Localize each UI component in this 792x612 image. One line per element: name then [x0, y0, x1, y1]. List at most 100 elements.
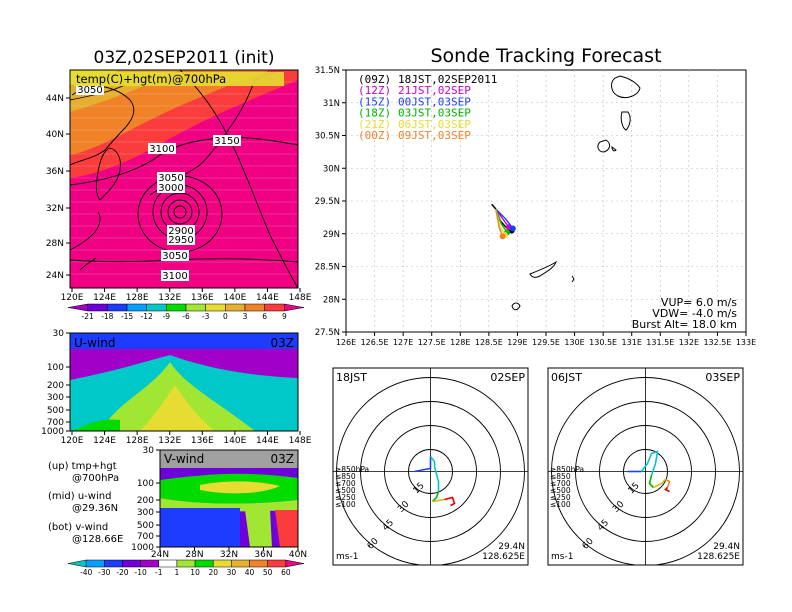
legend-hour: (15Z) — [358, 95, 391, 108]
note-1a: (up) tmp+hgt — [48, 461, 117, 472]
lon-tick-label: 126.5E — [361, 338, 389, 347]
hodo-legend-item: ≥850hPa — [550, 465, 584, 474]
hodo-legend-item: ≤100 — [550, 500, 571, 509]
lon-tick-label: 140E — [223, 436, 246, 446]
v-wind-time: 03Z — [271, 452, 295, 466]
hodo-time: 06JST — [551, 371, 582, 384]
p-tick-label: 500 — [47, 406, 64, 416]
colorbar-label: 3 — [243, 312, 248, 321]
colorbar-swatch — [267, 559, 287, 568]
lon-tick-label: 124E — [93, 436, 116, 446]
lat-tick-label: 24N — [46, 271, 64, 281]
lon-tick-label: 132E — [158, 293, 181, 303]
contour-label: 3100 — [162, 271, 187, 282]
colorbar-swatch — [146, 303, 167, 312]
hodo-legend-item: ≤250 — [550, 493, 571, 502]
colorbar-label: 40 — [245, 568, 255, 577]
lon-tick-label: 120E — [61, 293, 84, 303]
lon-tick-label: 129E — [507, 338, 527, 347]
colorbar-label: -10 — [134, 568, 146, 577]
lon-tick-label: 128E — [126, 436, 149, 446]
track-end-point — [499, 233, 506, 240]
hodo-lon: 128.625E — [482, 552, 525, 562]
colorbar-swatch — [107, 303, 128, 312]
hodo-date: 02SEP — [490, 371, 525, 384]
lat-tick-label: 24N — [151, 550, 169, 560]
panel-notes: (up) tmp+hgt @700hPa (mid) u-wind @29.36… — [48, 461, 123, 545]
param-burst: Burst Alt= 18.0 km — [632, 318, 737, 331]
hodo-legend-item: ≥850hPa — [335, 465, 369, 474]
lon-tick-label: 130.5E — [589, 338, 617, 347]
colorbar-swatch — [158, 559, 178, 568]
lon-tick-label: 127E — [393, 338, 413, 347]
colorbar-swatch — [194, 559, 214, 568]
wind-colorbar: -40 -30 -20 -10 -1 1 10 20 30 40 50 60 — [67, 559, 305, 577]
lat-tick-label: 28.5N — [315, 263, 340, 273]
param-vdw: VDW= -4.0 m/s — [652, 307, 737, 320]
colorbar-swatch — [244, 303, 265, 312]
p-tick-label: 30 — [53, 329, 65, 339]
legend-time: 00JST,03SEP — [398, 95, 471, 108]
hodo-legend-item: ≤500 — [335, 486, 356, 495]
colorbar-swatch — [249, 559, 268, 568]
lat-tick-label: 29N — [323, 230, 340, 240]
lat-tick-label: 44N — [46, 94, 64, 104]
legend-hour: (18Z) — [358, 107, 391, 120]
hodo-unit: ms-1 — [551, 552, 573, 562]
hodo-trace — [432, 498, 445, 503]
temp-colorbar: -21 -18 -15 -12 -9 -6 -3 0 3 6 9 — [67, 303, 305, 321]
hodo-legend-item: ≤700 — [550, 479, 571, 488]
lat-tick-label: 30.5N — [315, 132, 340, 142]
v-wind-lat-ticks: 24N 28N 32N 36N 40N — [151, 547, 307, 560]
contour-label: 3050 — [158, 173, 183, 184]
colorbar-swatch — [140, 559, 160, 568]
lon-tick-label: 132E — [679, 338, 699, 347]
colorbar-swatch — [285, 559, 305, 568]
lon-tick-label: 133E — [736, 338, 756, 347]
legend-time: 06JST,03SEP — [398, 118, 471, 131]
p-tick-label: 200 — [137, 496, 154, 506]
p-tick-label: 700 — [137, 532, 154, 542]
colorbar-label: 6 — [262, 312, 267, 321]
lat-tick-label: 28N — [323, 295, 340, 305]
hodo-trace — [431, 491, 440, 503]
legend-hour: (00Z) — [358, 129, 391, 142]
colorbar-swatch — [104, 559, 123, 568]
note-2b: @29.36N — [72, 503, 118, 514]
lon-tick-label: 131E — [622, 338, 642, 347]
colorbar-swatch — [122, 559, 141, 568]
p-tick-label: 100 — [137, 479, 154, 489]
p-tick-label: 300 — [47, 393, 64, 403]
lon-tick-label: 128E — [126, 293, 149, 303]
hodo-legend-item: ≤250 — [335, 493, 356, 502]
track-series — [491, 203, 516, 240]
legend-time: 09JST,03SEP — [398, 129, 471, 142]
lon-tick-label: 127.5E — [418, 338, 446, 347]
lat-tick-label: 32N — [46, 204, 64, 214]
lon-tick-label: 136E — [191, 436, 214, 446]
p-tick-label: 30 — [143, 446, 155, 456]
hodo-legend-item: ≤850 — [335, 472, 356, 481]
colorbar-label: -9 — [163, 312, 171, 321]
right-title: Sonde Tracking Forecast — [430, 45, 661, 67]
hodo-trace — [665, 478, 671, 488]
hodo-trace — [664, 486, 670, 493]
track-lat-ticks: 31.5N 31N 30.5N 30N 29.5N 29N 28.5N 28N 27.5N — [315, 66, 346, 338]
colorbar-swatch — [67, 303, 88, 312]
colorbar-label: 30 — [227, 568, 237, 577]
hodo-lon: 128.625E — [697, 552, 740, 562]
hodo-lat: 29.4N — [498, 542, 525, 552]
lat-tick-label: 31N — [323, 99, 340, 109]
hodo-date: 03SEP — [705, 371, 740, 384]
contour-label: 3050 — [162, 251, 187, 262]
lon-tick-label: 129.5E — [532, 338, 560, 347]
lon-tick-label: 128E — [450, 338, 470, 347]
colorbar-label: -1 — [155, 568, 163, 577]
v-wind-label: V-wind — [164, 452, 204, 466]
colorbar-label: -3 — [202, 312, 210, 321]
param-vup: VUP= 6.0 m/s — [661, 296, 737, 309]
colorbar-swatch — [231, 559, 250, 568]
